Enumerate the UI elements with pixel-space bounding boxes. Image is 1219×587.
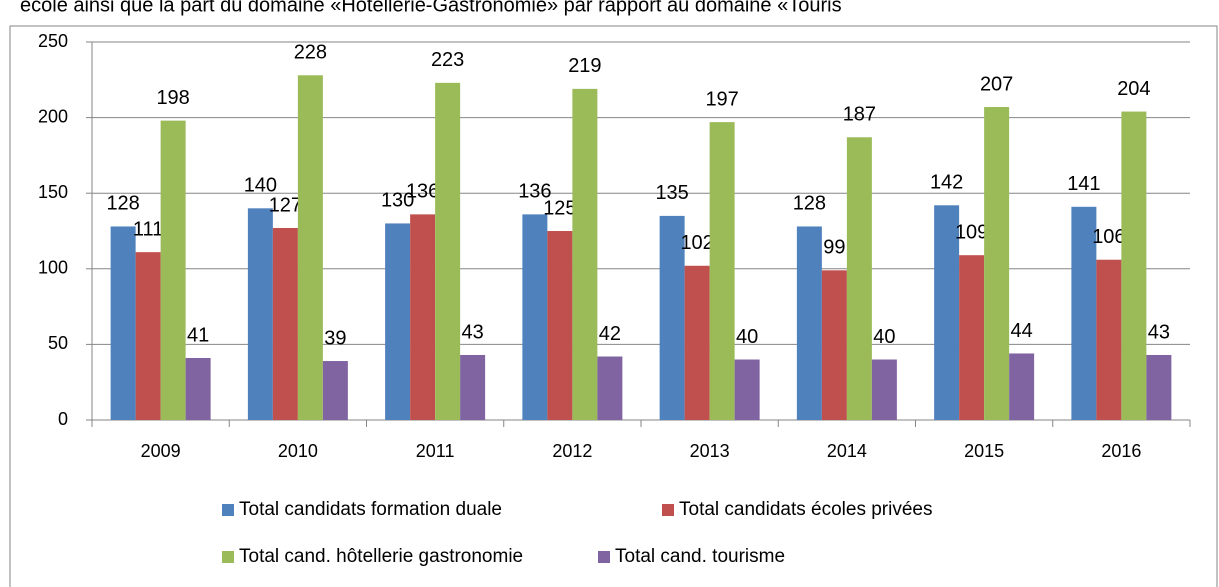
data-label: 128 [793,193,826,215]
data-label: 42 [599,323,621,345]
data-label: 41 [187,324,209,346]
data-label: 204 [1117,78,1150,100]
bar [547,231,573,420]
bar [1096,259,1122,420]
legend-label: Total cand. tourisme [615,546,785,567]
data-label: 106 [1092,226,1125,248]
bar [297,75,323,420]
legend-swatch [662,504,674,516]
y-tick-label: 0 [58,409,68,429]
bar [821,270,847,420]
bar [1121,111,1147,420]
bar [572,88,598,420]
legend-swatch [222,551,234,563]
x-tick-label: 2015 [964,441,1004,461]
bar [959,255,985,420]
x-tick-label: 2009 [141,441,181,461]
legend-label: Total candidats écoles privées [679,499,932,520]
data-label: 109 [955,221,988,243]
y-tick-label: 150 [38,182,68,202]
bar [709,122,735,421]
data-label: 43 [1148,321,1170,343]
bar [734,359,760,420]
bar [460,354,486,420]
data-label: 40 [736,326,758,348]
bar [435,82,461,420]
data-label: 127 [269,194,302,216]
x-tick-label: 2010 [278,441,318,461]
data-label: 207 [980,73,1013,95]
data-label: 44 [1011,320,1033,342]
bar [185,358,211,420]
bar [522,214,548,420]
bar [1071,206,1097,420]
data-label: 99 [823,237,845,259]
data-label: 130 [381,190,414,212]
bar [684,265,710,420]
data-label: 111 [133,218,163,240]
legend-swatch [598,551,610,563]
data-label: 39 [324,327,346,349]
x-tick-label: 2014 [827,441,867,461]
bar [322,361,348,420]
bar [871,359,897,420]
bar [846,137,872,421]
bar [160,120,186,421]
legend-label: Total candidats formation duale [239,499,502,520]
data-label: 136 [406,181,439,203]
bar [1146,354,1172,420]
bar [385,223,411,420]
data-label: 102 [680,232,713,254]
data-label: 228 [294,42,327,64]
chart-border [9,25,1218,587]
legend-label: Total cand. hôtellerie gastronomie [239,546,523,567]
x-tick-label: 2016 [1101,441,1141,461]
bar [272,227,298,420]
data-label: 136 [518,181,551,203]
y-tick-label: 100 [38,258,68,278]
data-label: 223 [431,49,464,71]
data-label: 40 [873,326,895,348]
bar [410,214,436,420]
data-label: 140 [244,175,277,197]
data-label: 197 [705,88,738,110]
bar [1009,353,1035,420]
bar [984,107,1010,421]
data-label: 219 [568,55,601,77]
x-tick-label: 2013 [690,441,730,461]
data-label: 198 [156,87,189,109]
x-tick-label: 2012 [552,441,592,461]
bar [247,208,273,420]
y-tick-label: 50 [48,333,68,353]
x-tick-label: 2011 [416,441,455,461]
y-tick-label: 200 [38,106,68,126]
data-label: 142 [930,172,963,194]
data-label: 128 [106,193,139,215]
legend-swatch [222,504,234,516]
bar [659,215,685,420]
bar [796,226,822,420]
data-label: 43 [462,321,484,343]
data-label: 125 [543,197,576,219]
data-label: 187 [843,104,876,126]
caption: école ainsi que la part du domaine «Hôte… [20,0,842,16]
bar [110,226,136,420]
bar [135,252,161,420]
data-label: 135 [655,182,688,204]
y-tick-label: 250 [38,31,68,51]
bar [597,356,623,420]
bar [934,205,960,420]
data-label: 141 [1067,173,1100,195]
